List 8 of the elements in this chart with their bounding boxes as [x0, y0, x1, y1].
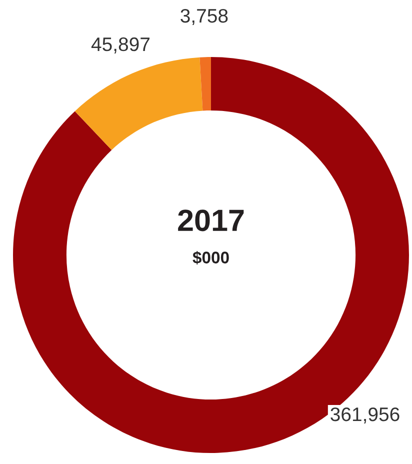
- donut-slice: [74, 57, 203, 150]
- data-label: 3,758: [180, 8, 228, 26]
- text: 2017: [178, 210, 244, 232]
- donut-slice: [200, 57, 211, 111]
- text: $000: [192, 250, 229, 265]
- data-label: 361,956: [330, 407, 400, 424]
- donut-slice: [13, 57, 409, 453]
- data-label: 45,897: [91, 37, 150, 54]
